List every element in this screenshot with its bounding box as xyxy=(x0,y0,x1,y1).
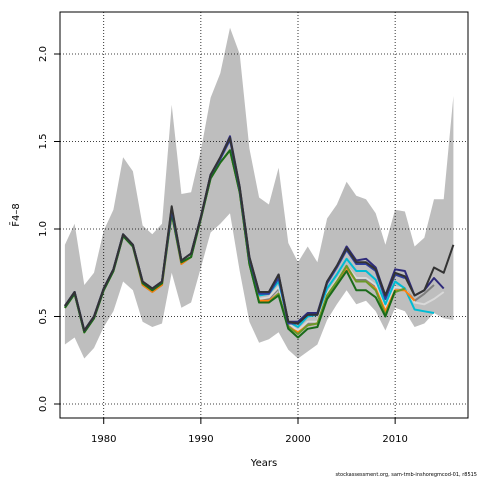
y-tick-label: 1.5 xyxy=(38,134,49,150)
series-line-9 xyxy=(64,137,455,332)
x-tick-label: 1990 xyxy=(188,434,213,445)
y-axis: 0.0 0.5 1.0 1.5 2.0 xyxy=(38,46,60,412)
x-tick-label: 1980 xyxy=(91,434,116,445)
x-tick-label: 2000 xyxy=(285,434,310,445)
series-layer xyxy=(64,135,455,339)
x-axis: 1980 1990 2000 2010 xyxy=(91,418,408,445)
y-tick-label: 0.5 xyxy=(38,309,49,325)
grid-layer xyxy=(60,12,468,418)
plot-frame xyxy=(59,11,469,419)
x-tick-label: 2010 xyxy=(382,434,407,445)
y-axis-title: F̄4–8 xyxy=(9,203,22,226)
y-tick-label: 0.0 xyxy=(38,396,49,412)
y-tick-label: 1.0 xyxy=(38,221,49,237)
x-axis-title: Years xyxy=(250,458,277,469)
y-tick-label: 2.0 xyxy=(38,46,49,62)
credit-text: stockassessment.org, sam-tmb-inshoregmco… xyxy=(335,472,477,478)
